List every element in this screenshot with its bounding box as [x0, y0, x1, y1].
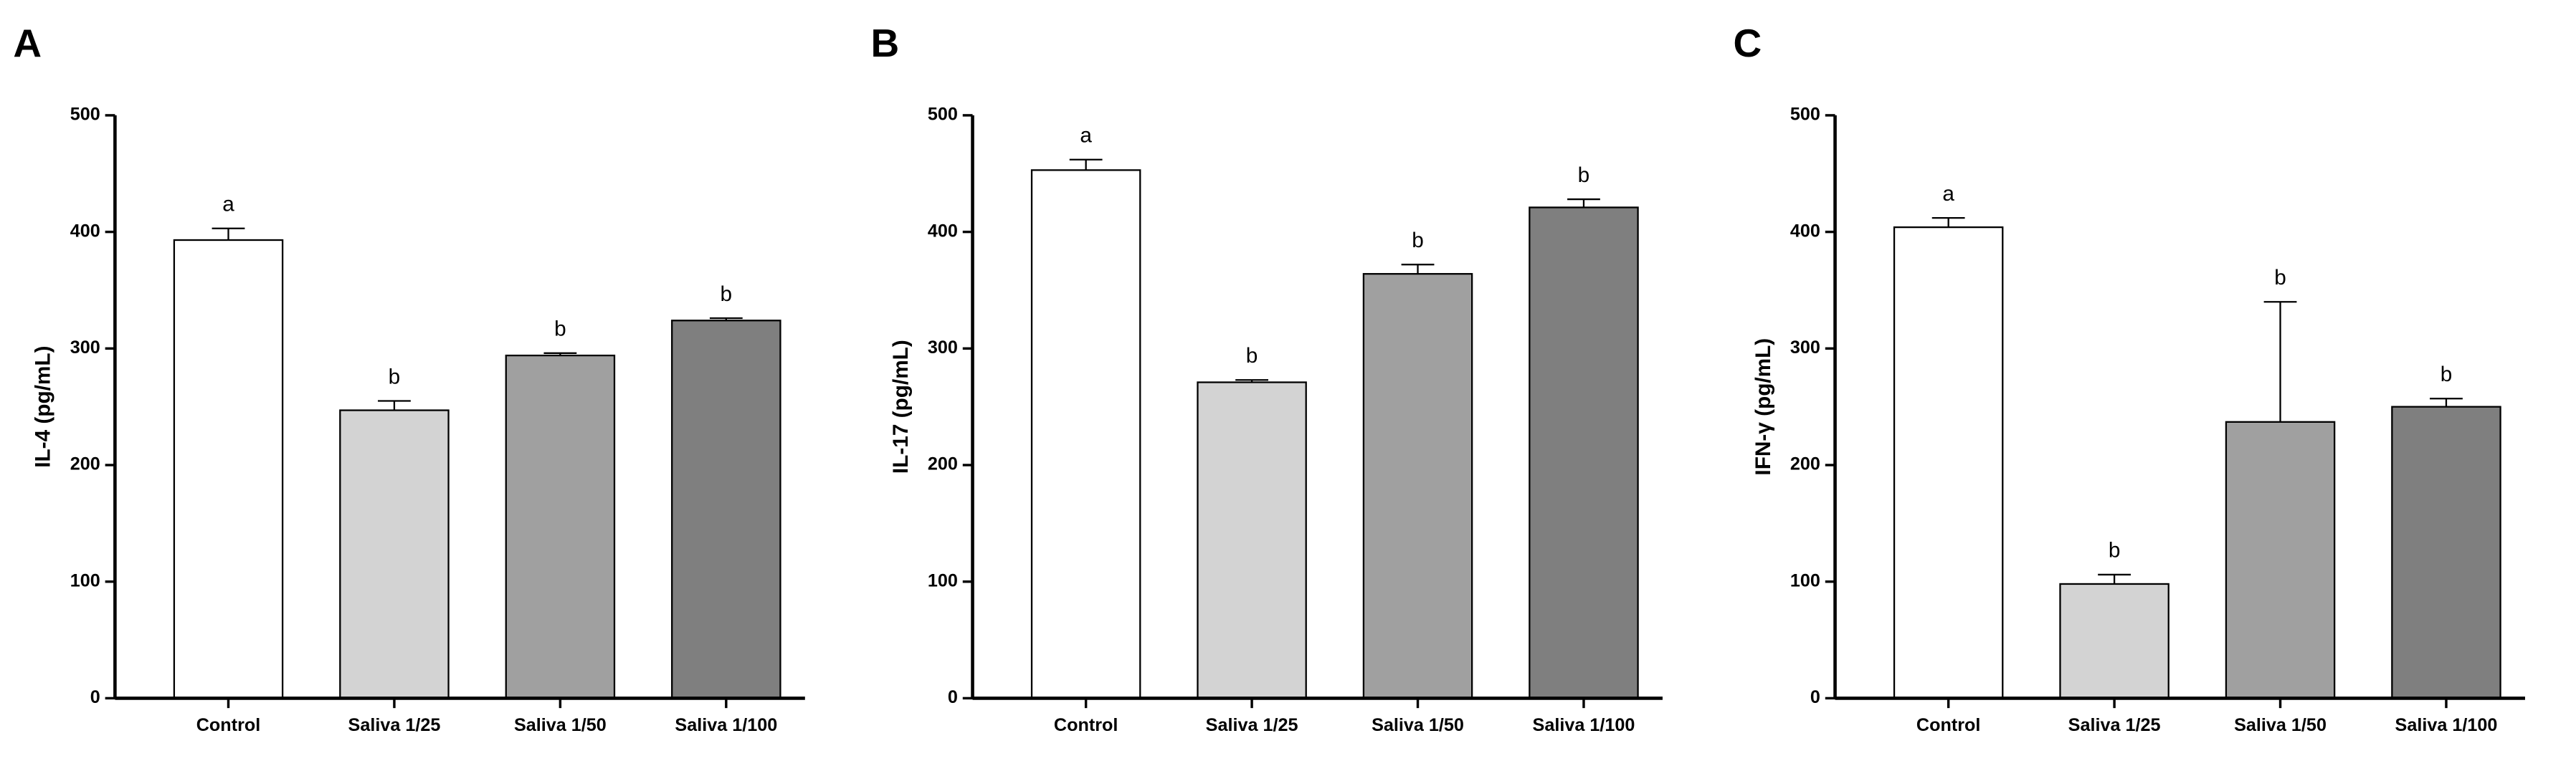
bar [1529, 206, 1639, 699]
x-tick-label: Control [1054, 715, 1118, 735]
y-tick-label: 0 [948, 687, 958, 707]
significance-letter: b [721, 282, 733, 306]
bar [173, 239, 284, 699]
y-tick-label: 400 [1790, 221, 1820, 241]
panel-label: C [1733, 21, 1762, 65]
y-axis-title: IFN-γ (pg/mL) [1752, 338, 1775, 476]
y-tick-label: 100 [1790, 570, 1820, 590]
significance-letter: a [222, 193, 234, 216]
x-tick-label: Saliva 1/100 [2395, 715, 2498, 735]
y-tick-label: 200 [928, 454, 958, 474]
bar [1893, 226, 2004, 699]
y-tick-label: 100 [928, 570, 958, 590]
bar [2059, 583, 2169, 699]
x-tick-label: Saliva 1/25 [2068, 715, 2161, 735]
y-tick-label: 100 [70, 570, 100, 590]
y-tick-label: 400 [928, 221, 958, 241]
significance-letter: b [1412, 229, 1424, 252]
bar [1197, 381, 1307, 699]
x-tick-label: Saliva 1/100 [1533, 715, 1635, 735]
y-tick-label: 200 [70, 454, 100, 474]
bar [2225, 421, 2336, 699]
bar [2391, 406, 2501, 699]
y-tick-label: 500 [1790, 105, 1820, 125]
bar [505, 354, 616, 699]
significance-letter: b [1246, 344, 1258, 368]
x-tick-label: Saliva 1/25 [1206, 715, 1298, 735]
panel-label: B [870, 21, 899, 65]
y-tick-label: 300 [70, 338, 100, 358]
y-tick-label: 300 [928, 338, 958, 358]
y-tick-label: 300 [1790, 338, 1820, 358]
y-axis-title: IL-17 (pg/mL) [889, 340, 913, 474]
significance-letter: b [2274, 266, 2286, 289]
x-tick-label: Saliva 1/25 [348, 715, 441, 735]
x-tick-label: Saliva 1/100 [675, 715, 777, 735]
x-tick-label: Saliva 1/50 [1372, 715, 1464, 735]
significance-letter: a [1942, 182, 1954, 206]
x-tick-label: Saliva 1/50 [2234, 715, 2327, 735]
y-tick-label: 0 [1810, 687, 1820, 707]
y-tick-label: 400 [70, 221, 100, 241]
bar [1030, 169, 1141, 699]
significance-letter: b [554, 317, 566, 341]
y-tick-label: 200 [1790, 454, 1820, 474]
y-tick-label: 500 [70, 105, 100, 125]
y-axis-title: IL-4 (pg/mL) [32, 346, 55, 468]
bar [671, 320, 781, 699]
bar [1362, 273, 1473, 699]
significance-letter: b [2109, 539, 2121, 563]
significance-letter: b [1578, 163, 1590, 187]
x-tick-label: Control [1916, 715, 1981, 735]
y-tick-label: 500 [928, 105, 958, 125]
bar [339, 409, 450, 699]
x-tick-label: Control [196, 715, 261, 735]
significance-letter: b [2440, 363, 2453, 386]
x-tick-label: Saliva 1/50 [514, 715, 607, 735]
panel-label: A [13, 21, 42, 65]
significance-letter: a [1080, 124, 1092, 148]
significance-letter: b [389, 365, 401, 388]
y-tick-label: 0 [90, 687, 100, 707]
